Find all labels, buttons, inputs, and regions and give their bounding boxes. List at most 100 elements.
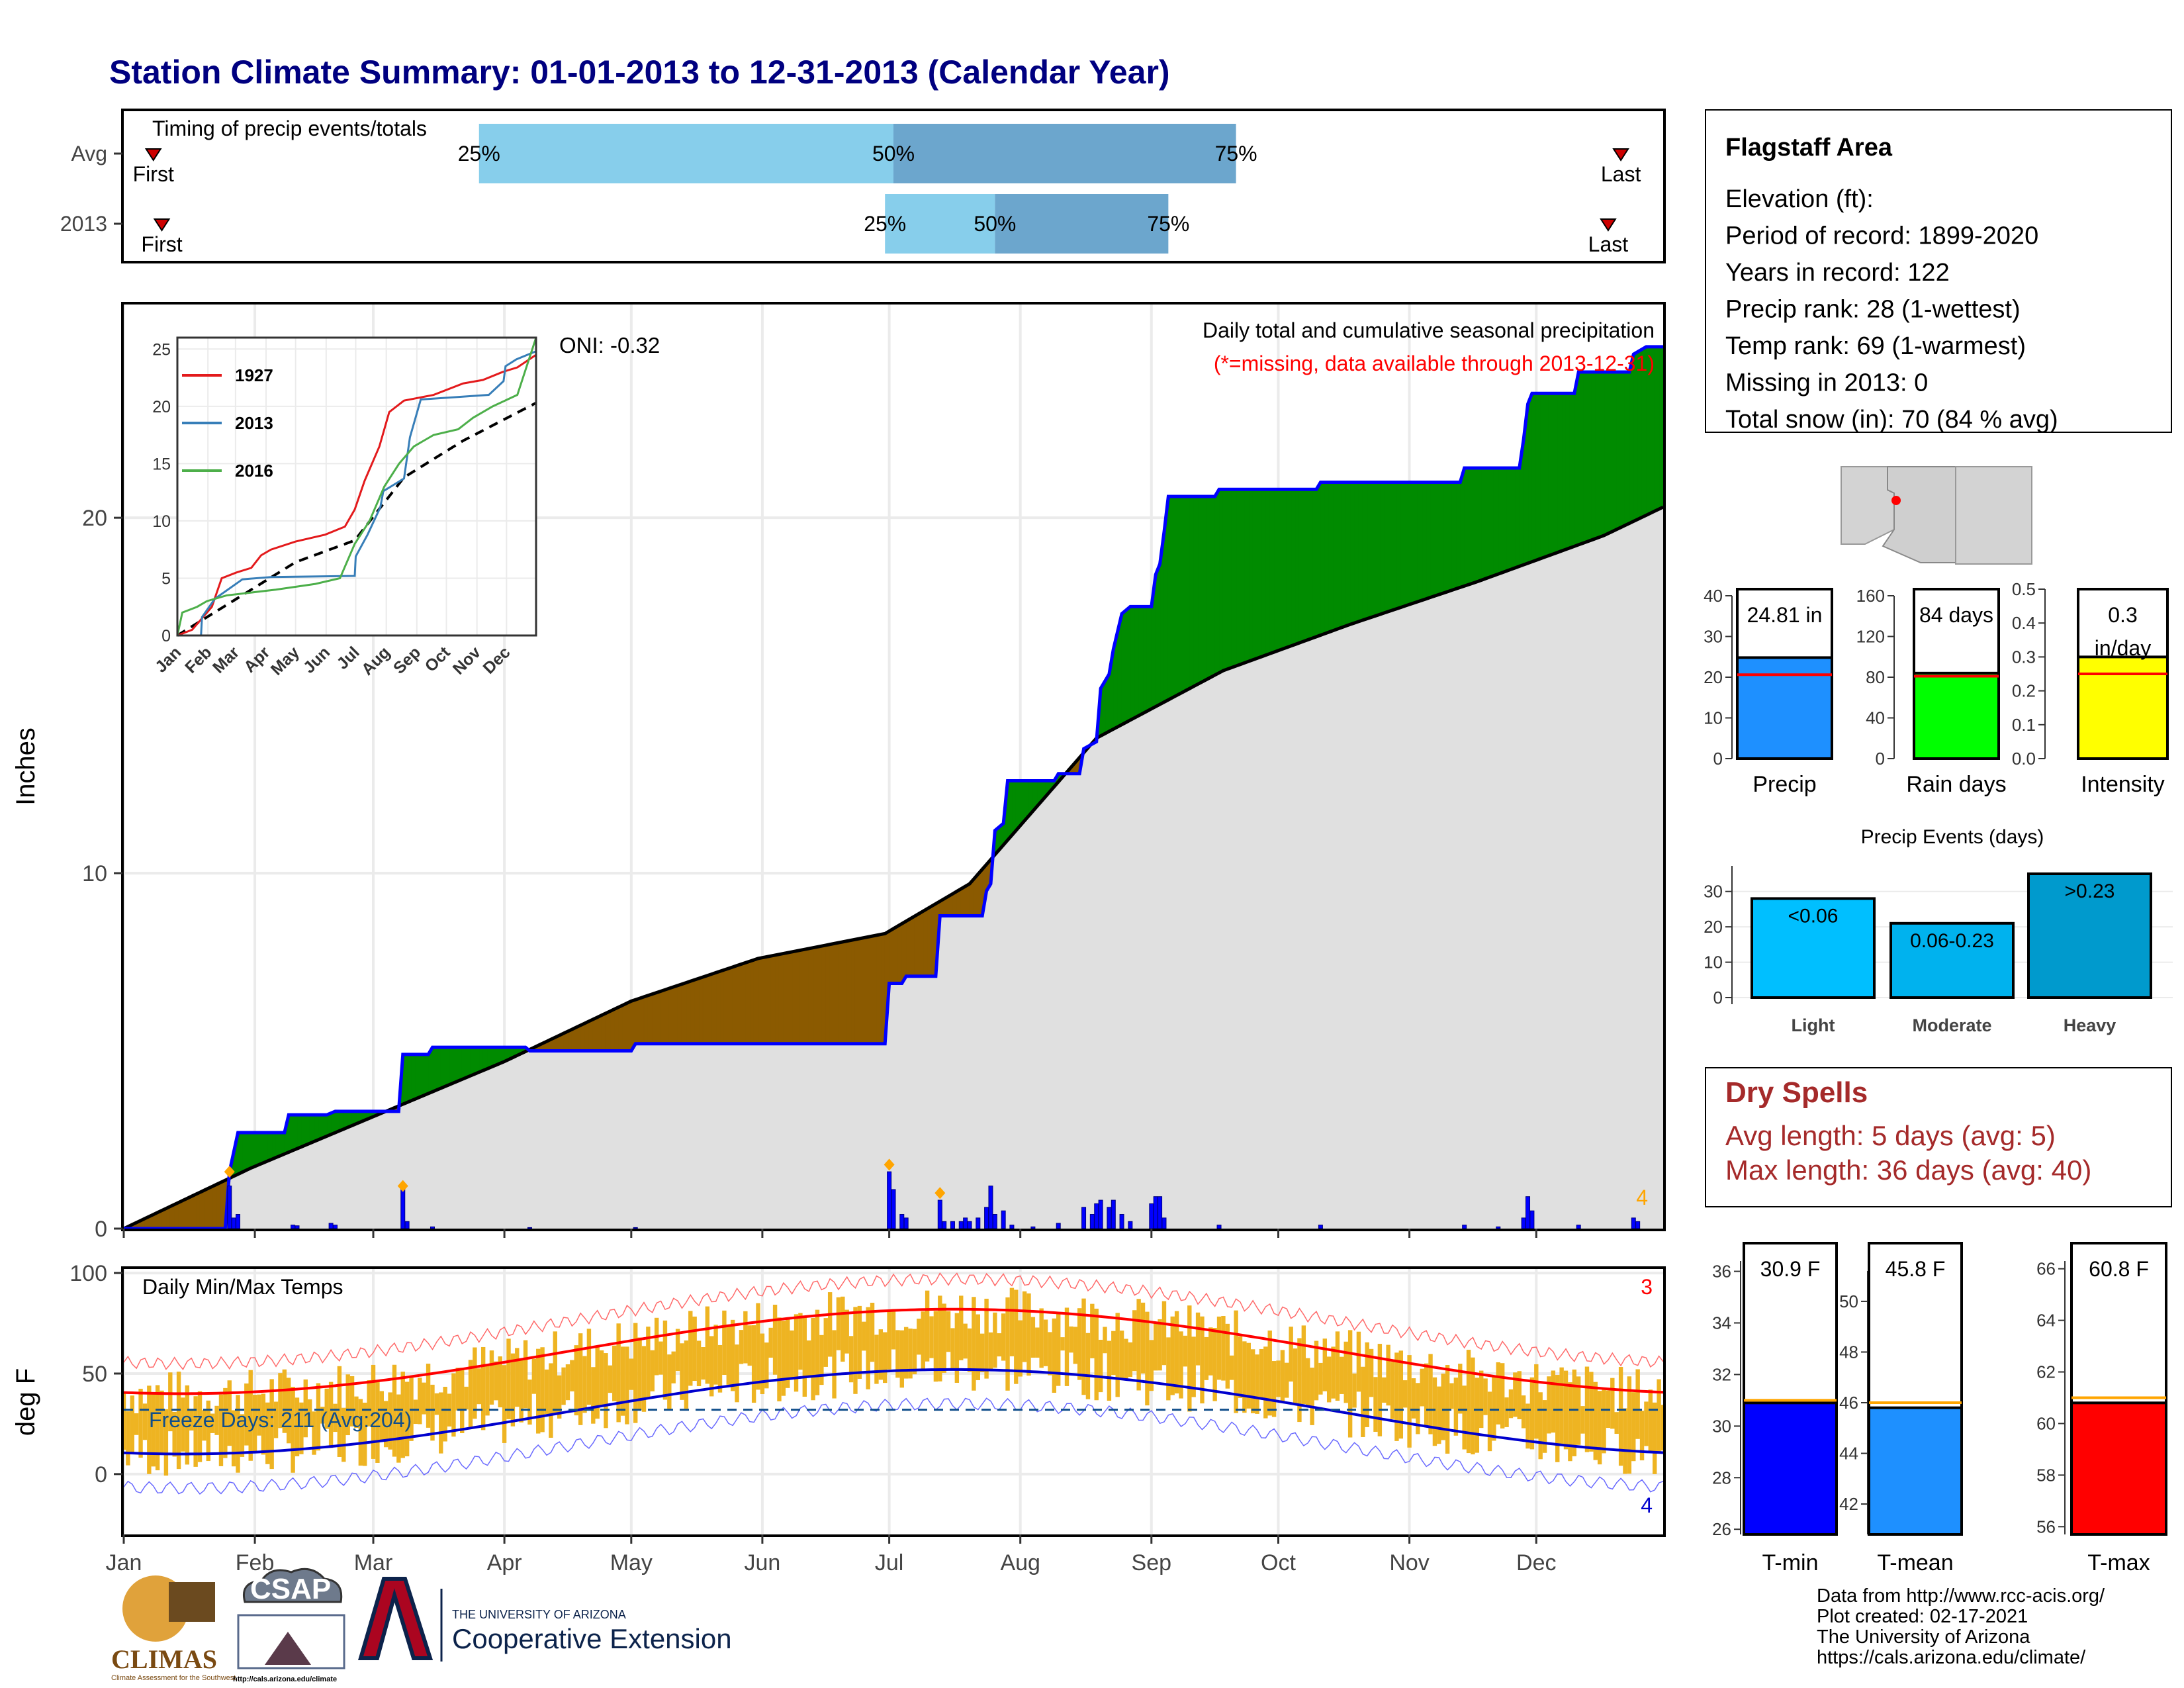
mini-bar-value [1868,1406,1963,1536]
daily-temp-bar [921,1311,925,1370]
precip-surplus-area [1181,496,1186,694]
precip-surplus-area [275,1132,281,1158]
mini-y-tick-label: 40 [1866,708,1885,728]
daily-temp-bar [1081,1298,1086,1395]
daily-temp-bar [502,1365,507,1443]
daily-temp-bar [181,1397,185,1452]
temp-panel: Daily Min/Max Temps Freeze Days: 211 (Av… [11,1261,1666,1575]
precip-surplus-area [1218,489,1224,674]
daily-temp-bar [1191,1336,1196,1397]
daily-temp-bar [544,1369,549,1415]
map-new-mexico-shape [1955,466,2032,565]
ua-logo-big-text: Cooperative Extension [452,1623,732,1654]
precip-surplus-area [1252,489,1258,661]
footer-credit-line: https://cals.arizona.edu/climate/ [1817,1647,2086,1668]
daily-temp-bar [887,1311,891,1370]
daily-temp-bar [1343,1341,1348,1403]
precip-deficit-area [216,1182,222,1229]
timing-row-label: 2013 [60,212,107,236]
mini-bar-value-label: 0.3 [2108,603,2137,627]
precip-surplus-area [1341,481,1347,628]
precip-deficit-area [597,1014,602,1052]
daily-temp-bar [1318,1362,1323,1395]
station-info-line: Missing in 2013: 0 [1725,369,1928,397]
precip-deficit-area [914,913,919,977]
daily-temp-bar [413,1399,418,1425]
precip-deficit-area [652,992,657,1045]
precip-surplus-area [258,1132,264,1166]
precip-deficit-area [182,1197,188,1229]
precip-surplus-area [1303,489,1308,642]
inset-y-tick-label: 10 [152,512,171,531]
daily-temp-bar [1048,1332,1052,1376]
daily-temp-bar [1576,1376,1581,1445]
inset-x-tick-label: Oct [422,643,455,676]
mini-y-tick-label: 36 [1712,1262,1731,1282]
daily-temp-bar [781,1321,786,1396]
precip-surplus-area [267,1132,273,1162]
daily-temp-bar [460,1368,465,1434]
temperature-bar-charts: 26 28 30 32 34 36 30.9 F T-min 42 44 46 48 50 45.8 F T… [1712,1242,2167,1575]
daily-temp-bar [451,1373,456,1437]
daily-temp-bar [735,1344,739,1403]
precip-surplus-area [424,1054,429,1096]
precip-missing-note: (*=missing, data available through 2013-… [1214,352,1655,375]
precip-surplus-area [411,1054,416,1102]
precip-surplus-area [1167,496,1173,701]
daily-temp-bar [1542,1400,1547,1453]
precip-surplus-area [1654,346,1660,512]
daily-temp-bar [227,1380,232,1446]
daily-temp-bar [972,1297,976,1391]
mini-bar-value-label: 30.9 F [1760,1257,1821,1281]
daily-precip-bar [1158,1196,1163,1229]
precip-deficit-area [668,986,674,1045]
daily-temp-bar [1200,1316,1205,1404]
precip-surplus-area [1206,496,1211,680]
precip-deficit-area [199,1190,205,1229]
daily-temp-bar [654,1317,659,1376]
daily-temp-bar [1458,1364,1463,1414]
daily-temp-bar [328,1382,334,1448]
precip-surplus-area [1295,489,1300,645]
daily-temp-bar [206,1400,211,1462]
daily-temp-bar [675,1329,680,1372]
daily-temp-bar [1158,1319,1162,1371]
precip-surplus-area [445,1047,450,1087]
precip-deficit-area [673,985,678,1045]
precip-surplus-area [1565,393,1570,550]
daily-temp-bar [1407,1355,1412,1448]
daily-precip-bar [1128,1221,1133,1229]
inset-legend-label: 2016 [235,461,273,481]
precip-surplus-area [1502,467,1508,573]
precip-surplus-area [453,1047,459,1084]
precip-surplus-area [419,1054,425,1098]
precip-surplus-area [1214,488,1220,676]
daily-temp-bar [616,1323,621,1423]
mini-bar-category-label: Intensity [2081,772,2165,797]
precip-surplus-area [1328,481,1334,633]
precip-surplus-area [1548,393,1554,556]
precip-surplus-area [314,1114,319,1143]
mini-bar-value [1913,671,2000,760]
precip-deficit-area [745,961,751,1045]
precip-surplus-area [1480,467,1486,581]
map-nevada-shape [1841,466,1895,545]
daily-temp-bar [252,1395,257,1453]
daily-precip-bar [1153,1196,1158,1229]
daily-temp-bar [282,1369,287,1433]
inset-y-tick-label: 5 [161,569,171,588]
daily-temp-bar [400,1372,405,1458]
timing-p50-label: 50% [872,142,915,165]
daily-precip-bar [1089,1214,1095,1229]
precip-surplus-area [1616,371,1621,530]
precip-deficit-area [965,883,970,917]
month-tick-label: Sep [1132,1550,1172,1575]
precip-deficit-area [927,906,933,977]
daily-temp-bar [1441,1374,1445,1440]
mini-y-tick-label: 58 [2036,1465,2056,1485]
timing-last-marker [1612,148,1629,162]
precip-deficit-area [842,941,848,1045]
timing-first-label: First [141,232,182,256]
daily-temp-bar [134,1413,139,1435]
precip-deficit-area [208,1186,213,1229]
